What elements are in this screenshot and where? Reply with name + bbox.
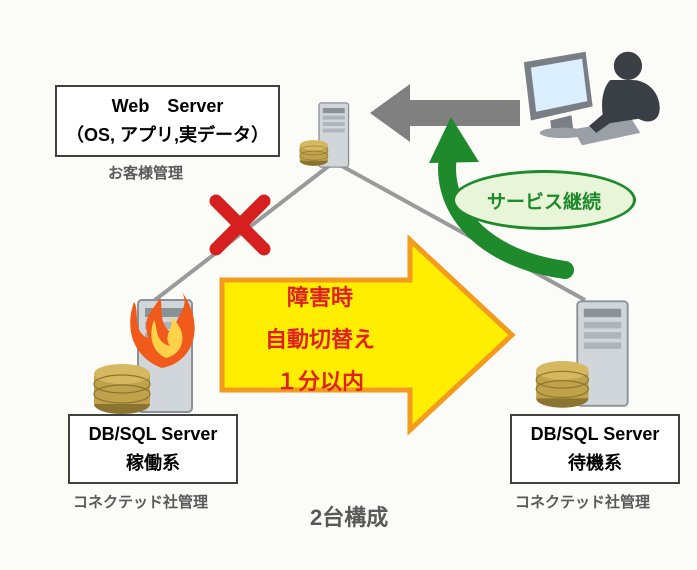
web-server-box: Web Server （OS, アプリ,実データ） [55,85,280,157]
db-standby-caption: コネクテッド社管理 [515,491,650,512]
db-standby-subtitle: 待機系 [568,449,622,478]
web-server-subtitle: （OS, アプリ,実データ） [66,121,269,150]
failover-line2: 自動切替え [265,319,375,361]
failover-line1: 障害時 [265,277,375,319]
user-computer-icon [515,42,665,162]
footer-text: 2台構成 [310,500,388,532]
web-server-caption: お客様管理 [108,162,183,183]
db-active-server-icon [82,282,232,432]
db-active-subtitle: 稼働系 [126,449,180,478]
web-server-icon [292,90,382,180]
db-standby-server-icon [525,282,665,427]
failure-x-mark-icon [216,201,264,249]
db-active-caption: コネクテッド社管理 [73,491,208,512]
failover-arrow-label: 障害時 自動切替え １分以内 [265,277,375,402]
person-icon [589,52,660,133]
web-server-title: Web Server [112,92,224,121]
service-continue-badge: サービス継続 [452,170,636,230]
failover-line3: １分以内 [265,361,375,403]
service-continue-label: サービス継続 [487,187,601,214]
